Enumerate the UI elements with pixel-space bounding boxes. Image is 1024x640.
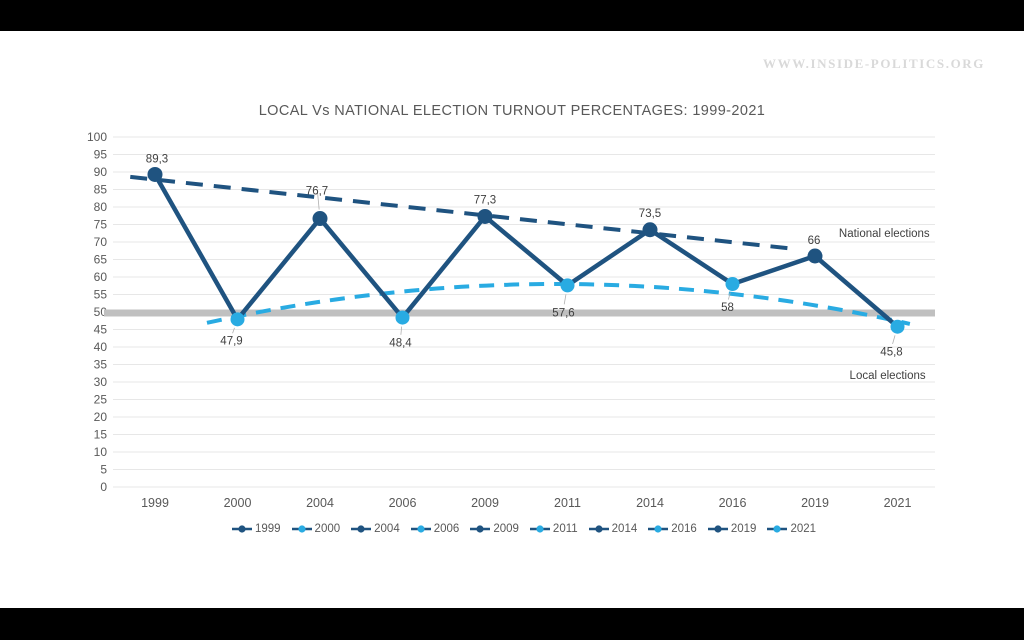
legend-item-2021: 2021: [767, 523, 816, 535]
data-point-2000: [230, 312, 245, 327]
x-axis-label: 2009: [471, 496, 499, 510]
data-point-1999: [147, 166, 163, 182]
data-point-2019: [807, 248, 823, 264]
legend-item-2006: 2006: [410, 523, 460, 535]
data-label-leader-line: [232, 327, 235, 334]
letterbox-bar-bottom: [0, 608, 1024, 640]
x-axis-label: 1999: [141, 496, 169, 510]
legend-item-2009: 2009: [470, 523, 519, 535]
y-axis-label: 30: [94, 375, 108, 389]
x-axis-label: 2000: [224, 496, 252, 510]
legend-item-2000: 2000: [291, 523, 341, 535]
y-axis-label: 50: [94, 305, 108, 319]
y-axis-label: 70: [94, 235, 108, 249]
y-axis-label: 60: [94, 270, 108, 284]
chart-legend: 1999 2000 2004 2006 2009 2011 2014 2016 2019 2021: [112, 520, 936, 538]
data-label-2014: 73,5: [639, 208, 661, 220]
site-watermark: WWW.INSIDE-POLITICS.ORG: [763, 56, 985, 71]
data-label-2009: 77,3: [474, 194, 496, 206]
y-axis-label: 25: [94, 393, 108, 407]
data-label-leader-line: [317, 192, 320, 210]
legend-label: 2021: [790, 523, 817, 535]
legend-label: 2004: [374, 523, 400, 535]
data-point-2011: [560, 278, 575, 293]
legend-marker-icon: [470, 525, 491, 533]
legend-marker-icon: [351, 525, 372, 533]
legend-label: 1999: [254, 523, 281, 535]
data-point-2006: [395, 310, 410, 325]
legend-item-2011: 2011: [529, 523, 578, 535]
legend-label: 2006: [433, 523, 460, 535]
data-label-2006: 48,4: [389, 338, 412, 350]
data-label-leader-line: [400, 326, 403, 335]
x-axis-label: 2014: [636, 496, 664, 510]
legend-label: 2019: [730, 523, 757, 535]
data-label-leader-line: [728, 292, 731, 300]
data-label-1999: 89,3: [146, 153, 168, 165]
x-axis-label: 2021: [884, 496, 912, 510]
y-axis-label: 15: [94, 428, 108, 442]
data-label-2019: 66: [808, 235, 821, 247]
x-axis-label: 2006: [389, 496, 417, 510]
legend-marker-icon: [410, 525, 431, 533]
letterbox-bar-top: [0, 0, 1024, 31]
y-axis-label: 10: [94, 445, 108, 459]
y-axis-label: 55: [94, 288, 108, 302]
legend-label: 2011: [552, 523, 578, 535]
legend-item-2016: 2016: [648, 523, 697, 535]
annotation-national-elections: National elections: [839, 228, 930, 240]
legend-item-2019: 2019: [707, 523, 757, 535]
data-label-2004: 76,7: [306, 186, 328, 198]
y-axis-label: 80: [94, 200, 108, 214]
data-label-2011: 57,6: [552, 307, 574, 319]
y-axis-label: 95: [94, 148, 108, 162]
legend-marker-icon: [588, 525, 609, 533]
y-axis-label: 85: [94, 183, 108, 197]
x-axis-label: 2019: [801, 496, 829, 510]
legend-item-2014: 2014: [588, 523, 638, 535]
y-axis-label: 45: [94, 323, 108, 337]
turnout-series-line: [153, 173, 899, 329]
data-point-2016: [725, 277, 740, 291]
y-axis-label: 100: [87, 130, 107, 144]
y-axis-label: 75: [94, 218, 108, 232]
chart-title: LOCAL Vs NATIONAL ELECTION TURNOUT PERCE…: [258, 103, 766, 119]
legend-item-1999: 1999: [231, 523, 281, 535]
legend-marker-icon: [291, 525, 312, 533]
x-axis-label: 2004: [306, 496, 334, 510]
legend-label: 2009: [493, 523, 519, 535]
y-axis-label: 90: [94, 165, 108, 179]
data-label-2021: 45,8: [880, 347, 902, 359]
local-trendline: [206, 282, 911, 326]
data-label-leader-line: [892, 335, 896, 345]
data-label-2016: 58: [721, 302, 734, 314]
y-axis-label: 0: [100, 480, 107, 494]
data-point-2004: [312, 211, 328, 227]
y-axis-label: 65: [94, 253, 108, 267]
y-axis-label: 5: [100, 463, 107, 477]
data-label-leader-line: [563, 294, 567, 305]
y-axis-label: 40: [94, 340, 108, 354]
legend-marker-icon: [231, 525, 252, 533]
x-axis-label: 2016: [719, 496, 747, 510]
annotation-local-elections: Local elections: [850, 370, 926, 382]
y-axis-label: 20: [94, 410, 108, 424]
legend-item-2004: 2004: [351, 523, 400, 535]
data-label-2000: 47,9: [220, 335, 242, 347]
data-point-2021: [890, 319, 905, 334]
national-trendline: [130, 174, 796, 251]
legend-marker-icon: [648, 525, 669, 533]
legend-marker-icon: [767, 525, 788, 533]
legend-marker-icon: [529, 525, 550, 533]
legend-label: 2000: [314, 523, 341, 535]
legend-label: 2014: [611, 523, 638, 535]
x-axis-label: 2011: [554, 496, 581, 510]
data-point-2009: [477, 208, 493, 224]
legend-marker-icon: [707, 525, 728, 533]
y-axis-label: 35: [94, 358, 108, 372]
data-point-2014: [642, 222, 658, 238]
legend-label: 2016: [671, 523, 697, 535]
